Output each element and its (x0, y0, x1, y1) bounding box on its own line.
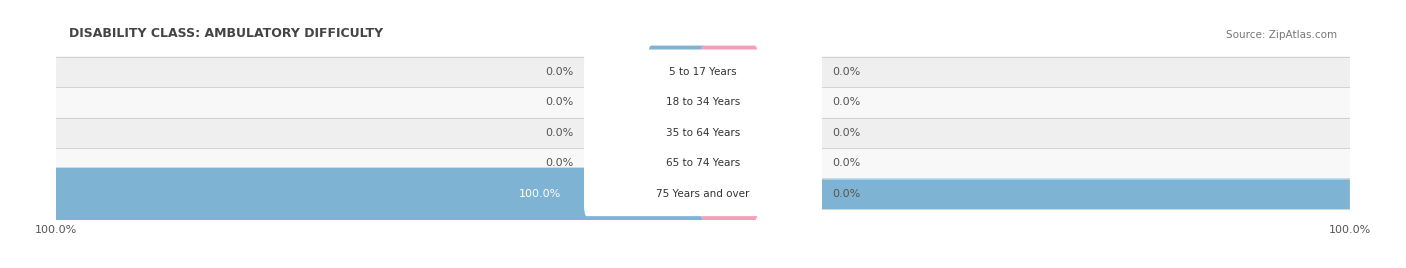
FancyBboxPatch shape (583, 80, 823, 125)
FancyBboxPatch shape (648, 137, 706, 189)
Text: 0.0%: 0.0% (546, 97, 574, 107)
Text: 75 Years and over: 75 Years and over (657, 189, 749, 199)
Text: 0.0%: 0.0% (832, 128, 860, 138)
Text: 5 to 17 Years: 5 to 17 Years (669, 67, 737, 77)
FancyBboxPatch shape (700, 137, 758, 189)
Text: 35 to 64 Years: 35 to 64 Years (666, 128, 740, 138)
FancyBboxPatch shape (56, 57, 1350, 87)
Text: DISABILITY CLASS: AMBULATORY DIFFICULTY: DISABILITY CLASS: AMBULATORY DIFFICULTY (69, 27, 384, 40)
FancyBboxPatch shape (56, 118, 1350, 148)
Text: 18 to 34 Years: 18 to 34 Years (666, 97, 740, 107)
FancyBboxPatch shape (56, 148, 1350, 178)
FancyBboxPatch shape (583, 172, 823, 216)
Text: 0.0%: 0.0% (832, 97, 860, 107)
Text: 0.0%: 0.0% (832, 189, 860, 199)
FancyBboxPatch shape (583, 110, 823, 155)
Text: 0.0%: 0.0% (832, 158, 860, 168)
Text: 0.0%: 0.0% (832, 67, 860, 77)
Text: 65 to 74 Years: 65 to 74 Years (666, 158, 740, 168)
FancyBboxPatch shape (700, 107, 758, 159)
Text: 0.0%: 0.0% (546, 128, 574, 138)
FancyBboxPatch shape (648, 76, 706, 129)
FancyBboxPatch shape (700, 168, 758, 220)
FancyBboxPatch shape (56, 178, 1350, 209)
Text: Source: ZipAtlas.com: Source: ZipAtlas.com (1226, 30, 1337, 40)
FancyBboxPatch shape (648, 46, 706, 98)
FancyBboxPatch shape (53, 168, 706, 220)
FancyBboxPatch shape (56, 87, 1350, 118)
FancyBboxPatch shape (583, 50, 823, 94)
FancyBboxPatch shape (700, 46, 758, 98)
FancyBboxPatch shape (583, 141, 823, 186)
FancyBboxPatch shape (700, 76, 758, 129)
Text: 0.0%: 0.0% (546, 158, 574, 168)
FancyBboxPatch shape (648, 107, 706, 159)
Text: 0.0%: 0.0% (546, 67, 574, 77)
Text: 100.0%: 100.0% (519, 189, 561, 199)
